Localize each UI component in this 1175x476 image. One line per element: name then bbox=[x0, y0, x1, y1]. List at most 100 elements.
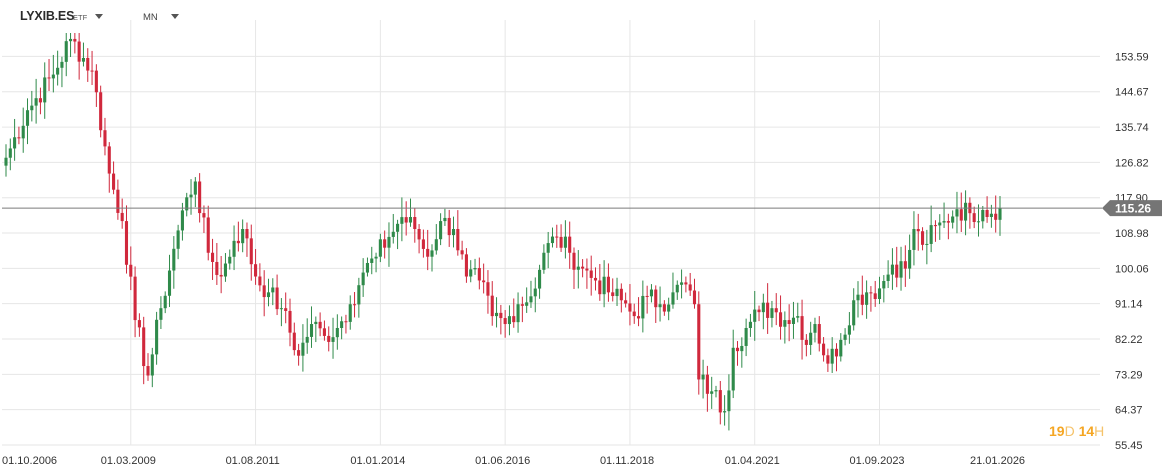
candle-up bbox=[727, 390, 731, 412]
candle-down bbox=[611, 292, 615, 297]
candle-up bbox=[305, 336, 309, 343]
candles bbox=[4, 33, 1002, 431]
candle-up bbox=[150, 354, 154, 376]
candle-down bbox=[275, 287, 279, 310]
candle-down bbox=[120, 212, 124, 222]
candle-down bbox=[636, 316, 641, 319]
candle-down bbox=[129, 264, 133, 277]
candle-down bbox=[735, 347, 740, 352]
candle-down bbox=[800, 316, 804, 340]
countdown-days: 19 bbox=[1049, 423, 1065, 439]
candle-up bbox=[365, 262, 370, 273]
candle-up bbox=[701, 374, 705, 380]
candle-down bbox=[318, 321, 322, 329]
candle-down bbox=[288, 310, 292, 333]
candle-up bbox=[542, 252, 546, 270]
candle-down bbox=[490, 295, 494, 317]
candle-up bbox=[843, 334, 847, 340]
candle-down bbox=[327, 335, 331, 342]
candle-down bbox=[688, 284, 692, 291]
timeframe-selector[interactable]: MN bbox=[143, 12, 158, 23]
x-tick-label: 01.11.2018 bbox=[600, 455, 654, 467]
grid-lines bbox=[2, 20, 1100, 446]
candle-down bbox=[684, 282, 688, 285]
candle-down bbox=[464, 254, 468, 277]
candle-down bbox=[624, 300, 628, 304]
candle-down bbox=[254, 264, 258, 277]
y-tick-label: 64.37 bbox=[1115, 405, 1143, 417]
candle-up bbox=[309, 324, 314, 337]
candle-down bbox=[17, 137, 21, 139]
candle-down bbox=[219, 274, 223, 277]
y-tick-label: 91.14 bbox=[1115, 299, 1143, 311]
candle-down bbox=[477, 268, 481, 281]
candle-up bbox=[271, 287, 275, 293]
candle-up bbox=[228, 256, 232, 264]
candle-down bbox=[903, 261, 907, 269]
candle-up bbox=[13, 137, 17, 149]
candle-down bbox=[916, 229, 920, 232]
candle-down bbox=[589, 270, 593, 278]
candle-up bbox=[451, 229, 456, 236]
candle-up bbox=[507, 316, 512, 325]
candle-down bbox=[920, 231, 925, 245]
candle-down bbox=[236, 240, 240, 244]
x-tick-label: 21.01.2026 bbox=[970, 455, 1025, 467]
candle-up bbox=[25, 110, 30, 126]
symbol-dropdown-chevron-down-icon[interactable] bbox=[95, 14, 103, 19]
candle-down bbox=[632, 311, 636, 317]
candle-down bbox=[447, 217, 451, 236]
candle-up bbox=[615, 288, 619, 297]
candle-down bbox=[73, 38, 77, 42]
x-tick-label: 01.10.2006 bbox=[2, 455, 57, 467]
candle-down bbox=[426, 248, 430, 257]
candle-up bbox=[714, 390, 718, 392]
candle-up bbox=[361, 272, 365, 286]
candle-up bbox=[180, 210, 184, 231]
candle-down bbox=[262, 285, 266, 298]
candle-up bbox=[770, 308, 774, 318]
candle-down bbox=[137, 320, 141, 328]
candle-up bbox=[21, 125, 25, 139]
candle-up bbox=[439, 221, 443, 240]
candle-up bbox=[469, 269, 473, 277]
candle-down bbox=[322, 328, 326, 336]
candle-up bbox=[172, 248, 176, 271]
current-price-tag bbox=[1102, 200, 1162, 217]
candle-down bbox=[985, 209, 989, 217]
candle-up bbox=[68, 38, 73, 42]
y-tick-label: 108.98 bbox=[1115, 228, 1149, 240]
candle-down bbox=[585, 268, 589, 271]
candle-up bbox=[223, 263, 228, 277]
candle-up bbox=[550, 236, 555, 244]
candle-up bbox=[189, 194, 193, 198]
timeframe-dropdown-chevron-down-icon[interactable] bbox=[171, 14, 179, 19]
candle-up bbox=[279, 308, 283, 310]
y-tick-label: 73.29 bbox=[1115, 369, 1143, 381]
candle-down bbox=[206, 217, 210, 253]
candle-up bbox=[60, 61, 64, 68]
candle-up bbox=[400, 217, 404, 224]
candle-down bbox=[581, 266, 585, 269]
candle-up bbox=[56, 67, 60, 75]
candle-up bbox=[852, 300, 856, 326]
countdown-days-unit: D bbox=[1064, 423, 1075, 439]
candle-up bbox=[314, 321, 318, 325]
candle-up bbox=[374, 256, 378, 259]
countdown-hours-unit: H bbox=[1094, 423, 1105, 439]
candle-up bbox=[155, 319, 159, 355]
candle-down bbox=[787, 320, 791, 324]
candle-up bbox=[443, 217, 447, 222]
candle-up bbox=[370, 258, 374, 263]
candle-down bbox=[344, 321, 348, 323]
candle-up bbox=[813, 324, 817, 333]
candle-up bbox=[176, 230, 180, 249]
candle-up bbox=[51, 74, 55, 79]
candle-up bbox=[159, 308, 163, 320]
candle-down bbox=[499, 312, 503, 319]
candle-down bbox=[817, 324, 821, 344]
candle-down bbox=[568, 236, 572, 253]
current-price-marker: 115.26 bbox=[2, 200, 1162, 217]
